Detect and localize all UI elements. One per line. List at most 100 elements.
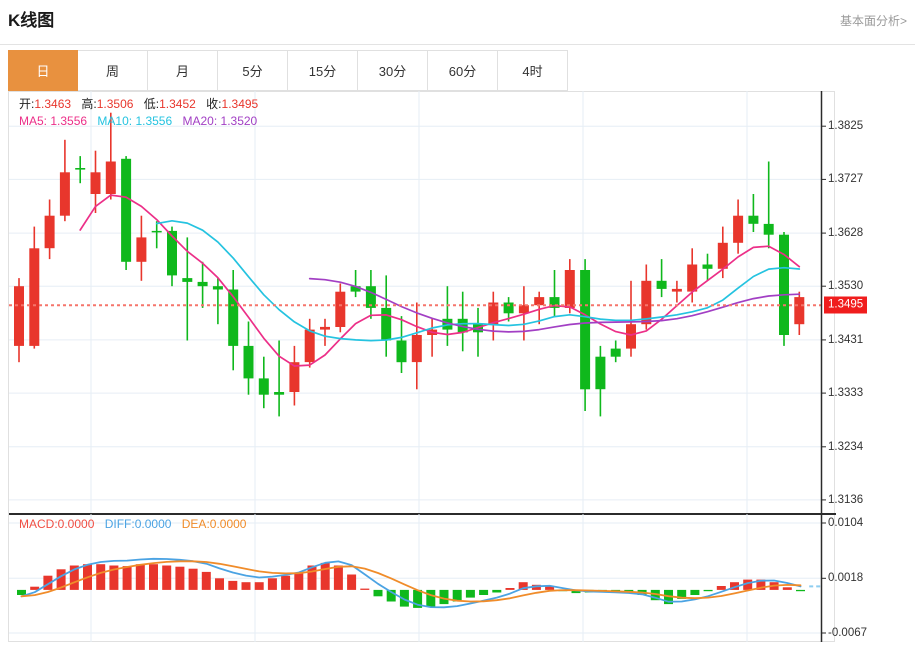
candle bbox=[381, 275, 392, 357]
close-value: 1.3495 bbox=[221, 97, 259, 111]
ma10-label: MA10: bbox=[97, 114, 133, 128]
macd-bar bbox=[307, 565, 317, 590]
candle bbox=[794, 291, 805, 335]
macd-bar bbox=[149, 564, 158, 590]
macd-bar bbox=[677, 589, 687, 599]
candle bbox=[748, 194, 759, 232]
high-label: 高: bbox=[81, 97, 97, 111]
candlestick-plot[interactable] bbox=[9, 91, 836, 514]
candle bbox=[610, 340, 621, 363]
fundamental-analysis-link[interactable]: 基本面分析> bbox=[839, 14, 907, 28]
tab-3[interactable]: 5分 bbox=[218, 50, 288, 91]
diff-label: DIFF: bbox=[104, 517, 135, 531]
macd-plot[interactable] bbox=[9, 514, 836, 642]
candle bbox=[59, 139, 70, 222]
open-value: 1.3463 bbox=[34, 97, 72, 111]
price-ytick: 1.3431 bbox=[828, 333, 864, 346]
macd-bar bbox=[545, 586, 555, 590]
macd-bar bbox=[373, 589, 383, 597]
candle bbox=[274, 340, 285, 417]
macd-bar bbox=[320, 562, 330, 590]
macd-bar bbox=[479, 589, 489, 595]
tab-2[interactable]: 月 bbox=[148, 50, 218, 91]
macd-panel[interactable]: MACD:0.0000 DIFF:0.0000 DEA:0.0000 bbox=[9, 514, 836, 642]
candle bbox=[29, 226, 40, 349]
candle bbox=[534, 291, 545, 325]
ma10-value: 1.3556 bbox=[135, 114, 173, 128]
candle bbox=[197, 261, 208, 308]
macd-bar bbox=[386, 589, 396, 602]
price-ytick: 1.3136 bbox=[828, 493, 864, 506]
macd-bar bbox=[241, 582, 251, 590]
low-value: 1.3452 bbox=[159, 97, 196, 111]
candle bbox=[243, 321, 254, 395]
price-ytick: 1.3333 bbox=[828, 387, 864, 400]
macd-bar bbox=[43, 575, 53, 590]
high-value: 1.3506 bbox=[96, 97, 134, 111]
macd-bar bbox=[69, 565, 79, 590]
macd-bar bbox=[531, 584, 541, 590]
header-divider bbox=[0, 44, 915, 45]
candle bbox=[733, 199, 744, 254]
chart-frame: 开:1.3463 高:1.3506 低:1.3452 收:1.3495 MA5:… bbox=[8, 91, 836, 642]
tab-5[interactable]: 30分 bbox=[358, 50, 428, 91]
macd-bar bbox=[56, 569, 66, 590]
macd-bar bbox=[716, 586, 726, 590]
candle bbox=[779, 232, 789, 346]
candle bbox=[151, 221, 162, 249]
candle bbox=[75, 156, 86, 184]
candle bbox=[228, 270, 239, 371]
price-panel[interactable]: 开:1.3463 高:1.3506 低:1.3452 收:1.3495 MA5:… bbox=[9, 91, 836, 514]
ma-legend: MA5: 1.3556 MA10: 1.3556 MA20: 1.3520 bbox=[19, 114, 257, 128]
candle bbox=[595, 345, 606, 417]
tab-7[interactable]: 4时 bbox=[498, 50, 568, 91]
candle bbox=[503, 297, 514, 322]
macd-label: MACD: bbox=[19, 517, 58, 531]
tab-0[interactable]: 日 bbox=[8, 50, 78, 91]
macd-bar bbox=[175, 566, 185, 590]
candle bbox=[717, 226, 728, 279]
tab-4[interactable]: 15分 bbox=[288, 50, 358, 91]
candle bbox=[258, 356, 269, 409]
macd-bar bbox=[796, 589, 805, 592]
macd-bar bbox=[465, 589, 475, 598]
candle bbox=[350, 270, 361, 298]
candle bbox=[44, 199, 55, 260]
macd-bar bbox=[122, 566, 132, 590]
macd-bar bbox=[254, 582, 264, 590]
macd-bar bbox=[360, 588, 370, 590]
macd-bar bbox=[188, 568, 198, 590]
macd-bar bbox=[413, 589, 423, 608]
ohlc-legend: 开:1.3463 高:1.3506 低:1.3452 收:1.3495 bbox=[19, 95, 258, 112]
candle bbox=[442, 286, 453, 346]
price-ytick: 1.3530 bbox=[828, 280, 864, 293]
candle bbox=[473, 307, 483, 357]
tab-1[interactable]: 周 bbox=[78, 50, 148, 91]
low-label: 低: bbox=[143, 97, 160, 111]
candle bbox=[580, 259, 591, 411]
candle bbox=[687, 248, 698, 303]
candle bbox=[136, 215, 147, 281]
candle bbox=[90, 150, 101, 213]
macd-bar bbox=[162, 565, 172, 590]
macd-bar bbox=[492, 589, 502, 593]
candle bbox=[212, 278, 223, 325]
macd-bar bbox=[135, 564, 145, 590]
candle bbox=[671, 280, 682, 303]
macd-bar bbox=[399, 589, 409, 607]
macd-bar bbox=[201, 571, 211, 590]
price-ytick: 1.3727 bbox=[828, 173, 864, 186]
ma5-value: 1.3556 bbox=[50, 114, 88, 128]
macd-bar bbox=[228, 580, 238, 590]
candle bbox=[549, 270, 560, 317]
panel-divider bbox=[9, 513, 836, 515]
diff-value: 0.0000 bbox=[134, 517, 172, 531]
page-title: K线图 bbox=[8, 11, 55, 30]
macd-value: 0.0000 bbox=[57, 517, 95, 531]
candle bbox=[304, 318, 315, 368]
macd-bar bbox=[96, 564, 106, 590]
tab-6[interactable]: 60分 bbox=[428, 50, 498, 91]
macd-bar bbox=[505, 588, 515, 590]
macd-bar bbox=[426, 589, 436, 607]
